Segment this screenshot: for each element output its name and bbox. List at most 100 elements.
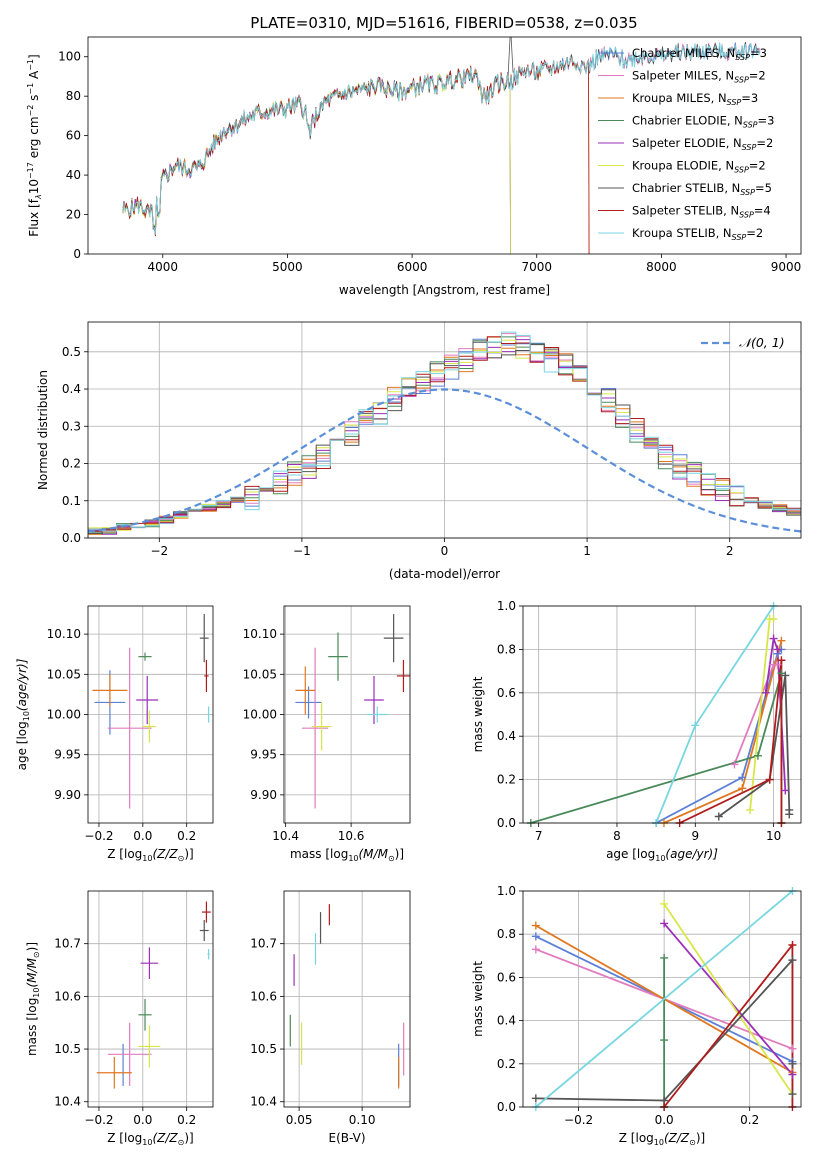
panel-age_vs_mass: 10.4 10.6 9.90 9.95 10.00 10.05 10.10 mass [log…	[243, 605, 411, 863]
spectrum-line-8	[122, 42, 761, 235]
legend-entry: Kroupa ELODIE, NSSP=2	[632, 159, 766, 175]
y-tick-label: 9.90	[54, 788, 81, 802]
x-tick-label: 0	[441, 544, 449, 558]
weight-marker	[788, 1070, 797, 1079]
legend-entry: Salpeter STELIB, NSSP=4	[632, 204, 771, 220]
x-tick-label: 0.2	[177, 829, 196, 843]
y-axis-label: Flux [fλ10−17 erg cm−2 s−1 A−1]	[26, 54, 43, 236]
x-tick-label: 5000	[272, 260, 303, 274]
weight-marker	[788, 941, 797, 949]
panel-mass_vs_Z: −0.2 0.0 0.2 10.4 10.5 10.6 10.7 Z [log10(Z/Z⊙)…	[25, 890, 214, 1147]
y-tick-label: 10.5	[54, 1042, 81, 1056]
y-tick-label: 0.6	[497, 970, 516, 984]
weight-marker	[660, 899, 669, 908]
y-tick-label: 10.05	[243, 667, 277, 681]
x-tick-label: 0.0	[133, 829, 152, 843]
legend-entry: 𝒩(0, 1)	[739, 335, 785, 350]
x-tick-label: 0.0	[655, 1113, 674, 1127]
y-tick-label: 0.0	[497, 1100, 516, 1114]
panel-weights_vs_Z: −0.2 0.0 0.2 0.0 0.2 0.4 0.6 0.8 1.0 Z [log10(Z/Z…	[471, 884, 802, 1147]
y-tick-label: 0.4	[497, 729, 516, 743]
weight-marker	[773, 645, 782, 654]
weight-marker	[769, 615, 778, 624]
weight-marker	[788, 1044, 797, 1053]
y-tick-label: 0.6	[497, 686, 516, 700]
x-axis-label: age [log10(age/yr)]	[606, 847, 718, 863]
weight-marker	[738, 773, 747, 782]
y-tick-label: 0.2	[62, 457, 81, 471]
weight-line-5	[663, 903, 794, 1095]
x-tick-label: 10.4	[272, 829, 299, 843]
y-tick-label: 0.4	[62, 382, 81, 396]
x-tick-label: 7000	[521, 260, 552, 274]
weight-marker	[781, 786, 790, 795]
y-tick-label: 10.05	[47, 667, 81, 681]
x-tick-label: 7	[535, 829, 543, 843]
plot-area	[92, 614, 210, 809]
y-tick-label: 0.0	[497, 816, 516, 830]
weight-marker	[531, 932, 540, 941]
plot-area	[88, 331, 801, 538]
legend-entry: Salpeter ELODIE, NSSP=2	[632, 136, 773, 152]
x-axis-label: wavelength [Angstrom, rest frame]	[339, 283, 550, 297]
x-tick-label: 10	[766, 829, 781, 843]
y-tick-label: 10.6	[54, 989, 81, 1003]
x-tick-label: −0.2	[84, 829, 113, 843]
x-tick-label: 8000	[646, 260, 677, 274]
weight-line-8	[535, 891, 793, 1107]
weight-marker	[753, 751, 762, 760]
panel-spectrum: 4000 5000 6000 7000 8000 9000 0 20 40 60 80 100 Chab…	[26, 36, 802, 297]
axes-frame	[87, 605, 214, 824]
weight-line-3	[530, 673, 783, 823]
panel-residuals: −2 −1 0 1 2 0.0 0.1 0.2 0.3 0.4 0.5 𝒩(0, 1) (data-mo…	[36, 321, 802, 581]
weight-marker	[660, 919, 669, 928]
histogram-step-6	[88, 341, 801, 538]
axes-frame	[283, 890, 411, 1108]
y-tick-label: 60	[66, 129, 81, 143]
x-tick-label: 10.6	[338, 829, 365, 843]
y-tick-label: 80	[66, 89, 81, 103]
y-tick-label: 10.10	[47, 627, 81, 641]
weight-line-7	[663, 942, 794, 1107]
weight-marker	[785, 810, 794, 819]
y-tick-label: 1.0	[497, 884, 516, 898]
weight-marker	[714, 812, 723, 821]
legend-entry: Salpeter MILES, NSSP=2	[632, 69, 766, 85]
weight-marker	[773, 660, 782, 669]
spectrum-spike	[507, 37, 514, 77]
x-tick-label: −1	[293, 544, 311, 558]
histogram-step-7	[88, 336, 801, 538]
weight-marker	[738, 784, 747, 793]
axes-frame	[87, 321, 802, 539]
y-tick-label: 1.0	[497, 599, 516, 613]
x-tick-label: 0.10	[349, 1113, 376, 1127]
x-tick-label: 0.2	[177, 1113, 196, 1127]
y-tick-label: 0.3	[62, 419, 81, 433]
x-tick-label: 4000	[148, 260, 179, 274]
histogram-step-3	[88, 336, 801, 538]
weight-marker	[531, 945, 540, 954]
spectrum-line-7	[122, 56, 590, 254]
legend-entry: Chabrier MILES, NSSP=3	[632, 46, 767, 62]
weight-marker	[660, 953, 669, 962]
x-tick-label: −0.2	[84, 1113, 113, 1127]
x-axis-label: (data-model)/error	[389, 567, 500, 581]
x-tick-label: 6000	[397, 260, 428, 274]
histogram-step-0	[88, 338, 801, 538]
x-tick-label: 0.05	[286, 1113, 313, 1127]
plot-area	[295, 614, 410, 809]
y-tick-label: 10.7	[250, 937, 277, 951]
y-tick-label: 10.6	[250, 989, 277, 1003]
histogram-step-2	[88, 336, 801, 538]
weight-marker	[788, 956, 797, 965]
histogram-step-8	[88, 331, 801, 538]
y-tick-label: 20	[66, 208, 81, 222]
weight-marker	[691, 721, 700, 730]
axes-frame	[87, 36, 802, 255]
y-tick-label: 0	[73, 247, 81, 261]
x-tick-label: 1	[583, 544, 591, 558]
y-tick-label: 0.0	[62, 531, 81, 545]
panel-mass_vs_ebv: 0.05 0.10 10.4 10.5 10.6 10.7 E(B-V)	[250, 890, 411, 1145]
panel-age_vs_Z: −0.2 0.0 0.2 9.90 9.95 10.00 10.05 10.10 Z [log1…	[15, 605, 214, 863]
